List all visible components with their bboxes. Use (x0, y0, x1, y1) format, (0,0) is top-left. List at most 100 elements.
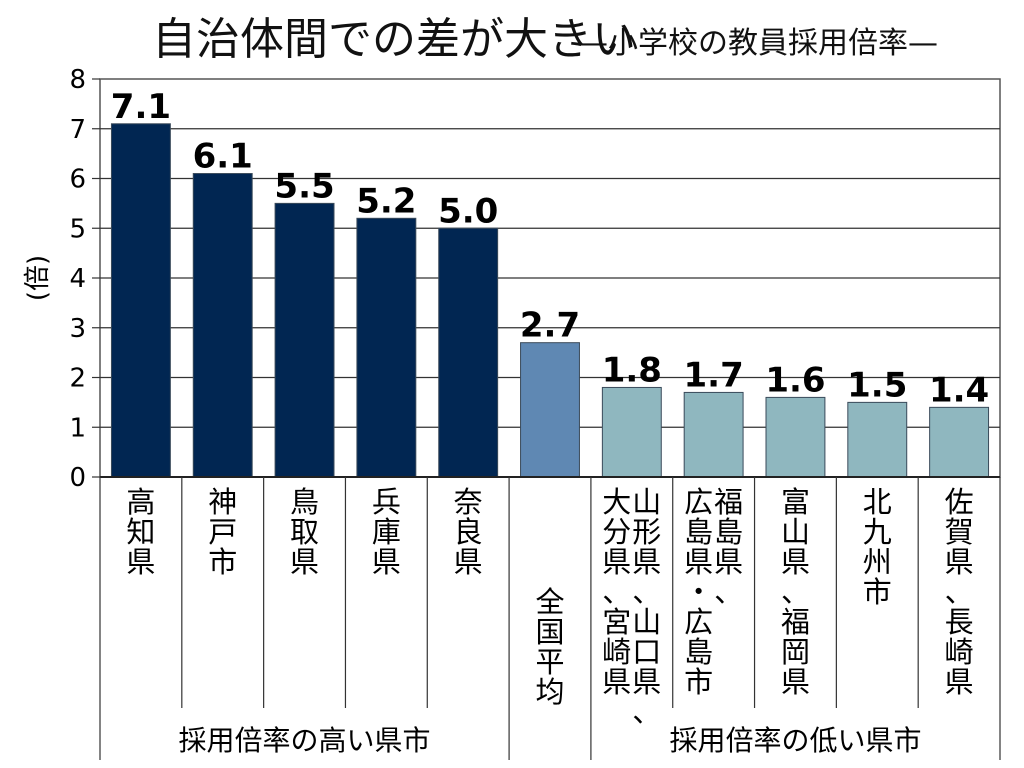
group-label: 採用倍率の高い県市 (179, 724, 431, 757)
ytick-label: 5 (69, 214, 86, 244)
ytick-label: 0 (69, 463, 86, 493)
category-label: 、 (945, 575, 974, 609)
bar (601, 386, 662, 478)
bar (520, 342, 580, 478)
ytick-label: 1 (69, 413, 86, 443)
category-label: 、 (714, 575, 743, 609)
category-label: 県 (602, 545, 631, 579)
category-label: 岡 (781, 635, 810, 669)
category-label: 賀 (945, 515, 974, 549)
category-label: 州 (863, 545, 892, 579)
category-label: 県 (684, 545, 713, 579)
category-label: 北 (863, 485, 892, 519)
category-label: 崎 (602, 635, 631, 669)
category-label: 県 (945, 545, 974, 579)
category-label: 国 (535, 615, 564, 649)
category-label: 戸 (208, 515, 237, 549)
bar-value-label: 1.6 (765, 360, 825, 400)
bar-value-label: 5.2 (356, 181, 416, 221)
bar (438, 227, 499, 478)
category-label: 福 (714, 485, 743, 519)
category-label: 県 (714, 545, 743, 579)
category-label: 県 (781, 665, 810, 699)
y-axis-label: (倍) (23, 255, 53, 301)
category-label: 全 (535, 585, 564, 619)
category-label: 佐 (945, 485, 974, 519)
category-label: 県 (781, 545, 810, 579)
bar-value-label: 1.4 (929, 370, 989, 410)
category-label: 県 (632, 665, 661, 699)
category-label: 県 (602, 665, 631, 699)
group-label: 採用倍率の低い県市 (669, 724, 921, 757)
category-label: 高 (126, 485, 155, 519)
category-label: 島 (714, 515, 743, 549)
chart-title-sub: —小学校の教員採用倍率— (578, 26, 938, 61)
bar (765, 396, 826, 478)
bar-value-label: 1.7 (684, 355, 744, 395)
category-label: 富 (781, 485, 810, 519)
bar (192, 173, 253, 478)
bar (847, 401, 908, 478)
bar-value-label: 2.7 (520, 306, 580, 346)
bar-value-label: 7.1 (111, 87, 171, 127)
category-label: 知 (126, 515, 155, 549)
category-label: 兵 (372, 485, 401, 519)
ytick-label: 7 (69, 115, 86, 145)
category-label: 県 (126, 545, 155, 579)
category-label: 取 (290, 515, 319, 549)
bar (274, 202, 335, 478)
bar-value-label: 5.0 (438, 191, 498, 231)
bar (110, 123, 171, 478)
category-label: 均 (535, 675, 564, 709)
category-label: 形 (632, 515, 661, 549)
category-label: 県 (454, 545, 483, 579)
category-label: 長 (945, 605, 974, 639)
category-label: 県 (290, 545, 319, 579)
category-label: 、 (602, 575, 631, 609)
category-label: 口 (632, 635, 661, 669)
ytick-label: 2 (69, 364, 86, 394)
ytick-label: 4 (69, 264, 86, 294)
bar (929, 406, 990, 478)
category-label: 鳥 (290, 485, 319, 519)
category-label: 、 (781, 575, 810, 609)
bar-value-label: 6.1 (193, 137, 253, 177)
category-label: 県 (372, 545, 401, 579)
category-label: 広 (684, 485, 713, 519)
category-label: 分 (602, 515, 631, 549)
ytick-label: 6 (69, 165, 86, 195)
category-label: 大 (602, 485, 631, 519)
category-label: 良 (454, 515, 483, 549)
category-label: 市 (684, 665, 713, 699)
bar (683, 391, 744, 478)
category-label: 九 (863, 515, 892, 549)
chart-title: 自治体間での差が大きい —小学校の教員採用倍率— (0, 12, 1024, 72)
category-label: 福 (781, 605, 810, 639)
category-label: 、 (632, 575, 661, 609)
category-label: 県 (632, 545, 661, 579)
bar-value-label: 1.5 (847, 365, 907, 405)
category-label: 山 (781, 515, 810, 549)
category-label: 市 (208, 545, 237, 579)
category-label: 市 (863, 575, 892, 609)
category-label: 庫 (372, 515, 401, 549)
category-label: ・ (684, 575, 713, 609)
category-label: 崎 (945, 635, 974, 669)
ytick-label: 3 (69, 314, 86, 344)
category-label: 島 (684, 515, 713, 549)
ytick-label: 8 (69, 65, 86, 95)
chart-title-main: 自治体間での差が大きい (152, 14, 636, 65)
bar-value-label: 1.8 (602, 350, 662, 390)
category-label: 神 (208, 485, 237, 519)
category-label: 山 (632, 485, 661, 519)
category-label: 宮 (602, 605, 631, 639)
category-label: 県 (945, 665, 974, 699)
bar-value-label: 5.5 (274, 166, 334, 206)
category-label: 山 (632, 605, 661, 639)
category-label: 、 (632, 695, 661, 729)
category-label: 平 (535, 645, 564, 679)
category-label: 広 (684, 605, 713, 639)
category-label: 奈 (454, 485, 483, 519)
bar (356, 217, 417, 478)
